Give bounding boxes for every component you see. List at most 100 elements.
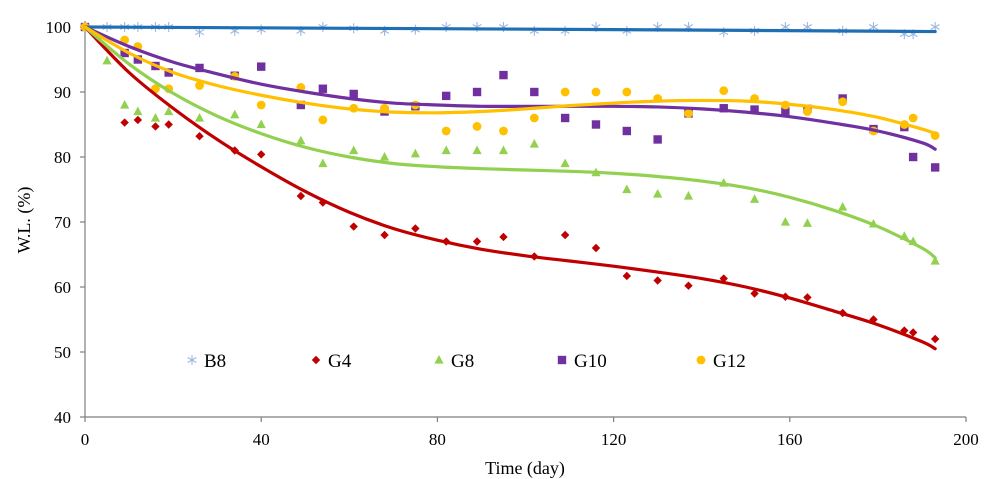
data-points (80, 22, 940, 344)
data-point-g8 (349, 145, 359, 155)
asterisk-stroke (868, 24, 879, 30)
axes (80, 21, 967, 422)
legend-label-g4: G4 (328, 351, 352, 372)
data-point-g8 (838, 202, 848, 211)
data-point-g10 (120, 48, 129, 58)
data-point-g4 (195, 132, 204, 141)
x-tick-label: 120 (601, 430, 627, 449)
data-point-g10 (499, 70, 508, 80)
tick-labels: 40 50 60 70 80 90 100 0 40 80 120 160 200 (46, 18, 979, 449)
data-point-g10 (591, 120, 601, 129)
y-tick-label: 40 (54, 408, 71, 427)
data-point-g4 (591, 243, 601, 253)
data-point-g8 (318, 158, 328, 168)
data-point-g10 (349, 89, 358, 99)
data-point-g10 (719, 104, 728, 113)
data-point-g12 (256, 100, 266, 110)
y-axis-title: W.L. (%) (14, 187, 35, 254)
data-point-g4 (296, 191, 306, 201)
legend-marker-g10 (557, 355, 567, 365)
data-point-g8 (749, 194, 760, 203)
asterisk-stroke (194, 29, 205, 36)
data-point-b8 (529, 25, 539, 36)
data-point-g10 (908, 152, 918, 162)
legend-marker-b8 (187, 355, 197, 365)
data-point-g4 (164, 120, 173, 129)
y-tick-label: 60 (54, 278, 71, 297)
data-point-g12 (441, 126, 451, 136)
data-point-g4 (908, 328, 918, 337)
data-point-g12 (591, 87, 601, 97)
trendline-g8 (83, 25, 937, 260)
data-point-g10 (296, 100, 306, 110)
trendline-g12 (83, 25, 937, 136)
data-point-g8 (230, 109, 240, 119)
asterisk-stroke (780, 24, 791, 30)
data-point-g4 (257, 150, 266, 159)
data-point-g8 (930, 256, 940, 265)
series-g8-points (80, 22, 940, 265)
y-tick-label: 80 (54, 148, 71, 167)
data-point-g12 (684, 109, 693, 118)
data-point-g4 (560, 230, 570, 240)
data-point-g10 (472, 87, 482, 97)
data-point-g10 (442, 91, 451, 101)
data-point-g12 (472, 122, 482, 131)
data-point-g8 (133, 106, 143, 116)
data-point-g4 (499, 232, 508, 242)
x-axis-title: Time (day) (485, 458, 565, 479)
x-tick-label: 40 (253, 430, 270, 449)
legend-marker-g12 (696, 355, 706, 365)
legend-item-g10: G10 (557, 351, 607, 372)
data-point-g4 (803, 293, 812, 302)
data-point-g4 (411, 224, 420, 233)
x-tick-label: 80 (429, 430, 446, 449)
data-point-g10 (560, 113, 570, 123)
data-point-g8 (410, 148, 420, 158)
data-point-g8 (441, 145, 451, 155)
data-point-g4 (900, 326, 909, 335)
data-point-g8 (653, 189, 663, 198)
data-point-g8 (498, 145, 509, 155)
legend-marker-g4 (311, 355, 321, 365)
data-point-g4 (750, 289, 759, 298)
y-tick-label: 70 (54, 213, 71, 232)
series-g4-points (80, 22, 940, 344)
data-point-g4 (653, 276, 662, 285)
data-point-g4 (472, 237, 482, 246)
y-tick-label: 100 (46, 18, 72, 37)
legend-label-g8: G8 (451, 351, 474, 372)
data-point-g8 (120, 100, 130, 109)
data-point-b8 (256, 24, 266, 35)
data-point-g4 (684, 281, 693, 290)
data-point-g10 (930, 163, 940, 172)
data-point-g8 (560, 158, 570, 168)
data-point-g10 (781, 107, 790, 116)
data-point-g12 (499, 126, 508, 136)
data-point-g8 (780, 217, 790, 226)
data-point-g4 (380, 230, 389, 240)
data-point-g4 (151, 122, 160, 131)
trendline-g10 (83, 25, 937, 151)
trendlines (83, 25, 937, 351)
data-point-g8 (296, 135, 306, 145)
trendline-b8 (83, 25, 937, 34)
legend: B8 G4 G8 G10 G12 (187, 351, 746, 372)
data-point-g8 (194, 113, 205, 122)
y-tick-label: 90 (54, 83, 71, 102)
asterisk-stroke (187, 357, 197, 363)
data-point-g8 (622, 184, 632, 194)
data-point-g8 (529, 139, 539, 148)
series-g10-points (80, 22, 940, 172)
data-point-g12 (803, 107, 812, 116)
data-point-g10 (257, 62, 266, 71)
data-point-g8 (683, 191, 694, 200)
data-point-g12 (318, 115, 328, 125)
data-point-g10 (133, 55, 143, 64)
y-tick-label: 50 (54, 343, 71, 362)
data-point-g4 (133, 115, 143, 125)
data-point-g8 (164, 106, 174, 116)
data-point-g8 (102, 55, 112, 65)
data-point-g4 (930, 334, 940, 344)
